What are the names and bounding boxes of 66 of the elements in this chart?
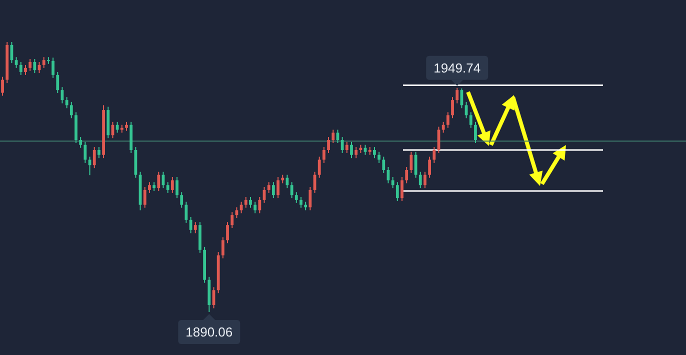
annotation: 1890.06 xyxy=(186,324,233,340)
candlestick xyxy=(244,196,248,208)
candlestick xyxy=(176,176,178,199)
candlestick xyxy=(79,136,82,148)
candlestick xyxy=(418,171,422,189)
candlestick xyxy=(28,58,32,72)
candlestick xyxy=(84,141,87,164)
candlestick xyxy=(456,87,459,104)
candlestick xyxy=(92,146,96,169)
candlestick xyxy=(340,136,344,154)
candlestick xyxy=(65,96,68,109)
candlestick xyxy=(1,76,4,96)
candlestick xyxy=(226,222,229,244)
candlestick xyxy=(276,176,280,199)
candlestick xyxy=(400,176,404,202)
candlestick xyxy=(354,146,358,159)
candlestick xyxy=(308,186,312,211)
candlestick xyxy=(184,201,188,224)
candlestick xyxy=(170,176,174,194)
candlestick xyxy=(24,64,27,76)
candlestick xyxy=(432,146,436,164)
candlestick xyxy=(254,201,257,214)
candlestick xyxy=(451,96,454,119)
candlestick xyxy=(290,182,294,199)
candlestick xyxy=(116,121,119,134)
candlestick xyxy=(42,56,46,68)
candlestick xyxy=(258,196,262,214)
candlestick xyxy=(442,121,445,134)
candlestick xyxy=(332,129,335,144)
candlestick xyxy=(318,156,321,178)
candlestick xyxy=(272,182,275,199)
candlestick xyxy=(327,136,330,154)
candlestick xyxy=(98,146,100,159)
candlestick xyxy=(382,156,386,174)
candlestick xyxy=(52,57,54,78)
candlestick xyxy=(345,141,348,154)
candlestick xyxy=(373,146,376,159)
candlestick xyxy=(294,192,298,204)
candlestick xyxy=(391,176,394,189)
candlestick xyxy=(378,151,380,164)
candlestick xyxy=(157,171,160,192)
candlestick xyxy=(446,112,450,128)
candlestick xyxy=(322,146,326,164)
candlestick xyxy=(410,151,413,174)
candlestick xyxy=(221,236,224,259)
candlestick xyxy=(469,112,472,128)
annotation: 1949.74 xyxy=(434,60,481,76)
candlestick xyxy=(424,171,426,189)
candlestick xyxy=(230,212,234,229)
candlestick xyxy=(143,186,146,208)
candlestick xyxy=(70,101,73,119)
candlestick xyxy=(428,156,432,178)
candlestick xyxy=(405,166,408,184)
candlestick xyxy=(166,182,170,194)
candlestick xyxy=(19,61,22,76)
candlestick xyxy=(148,182,151,194)
candlestick xyxy=(396,182,399,202)
candlestick xyxy=(350,141,353,159)
candlestick xyxy=(267,182,270,194)
candlestick xyxy=(474,121,477,144)
candlestick xyxy=(249,196,252,208)
candlestick xyxy=(180,192,184,208)
candlestick xyxy=(194,222,197,234)
candlestick xyxy=(33,58,36,74)
candlestick xyxy=(300,196,302,208)
candlestick xyxy=(56,71,60,94)
